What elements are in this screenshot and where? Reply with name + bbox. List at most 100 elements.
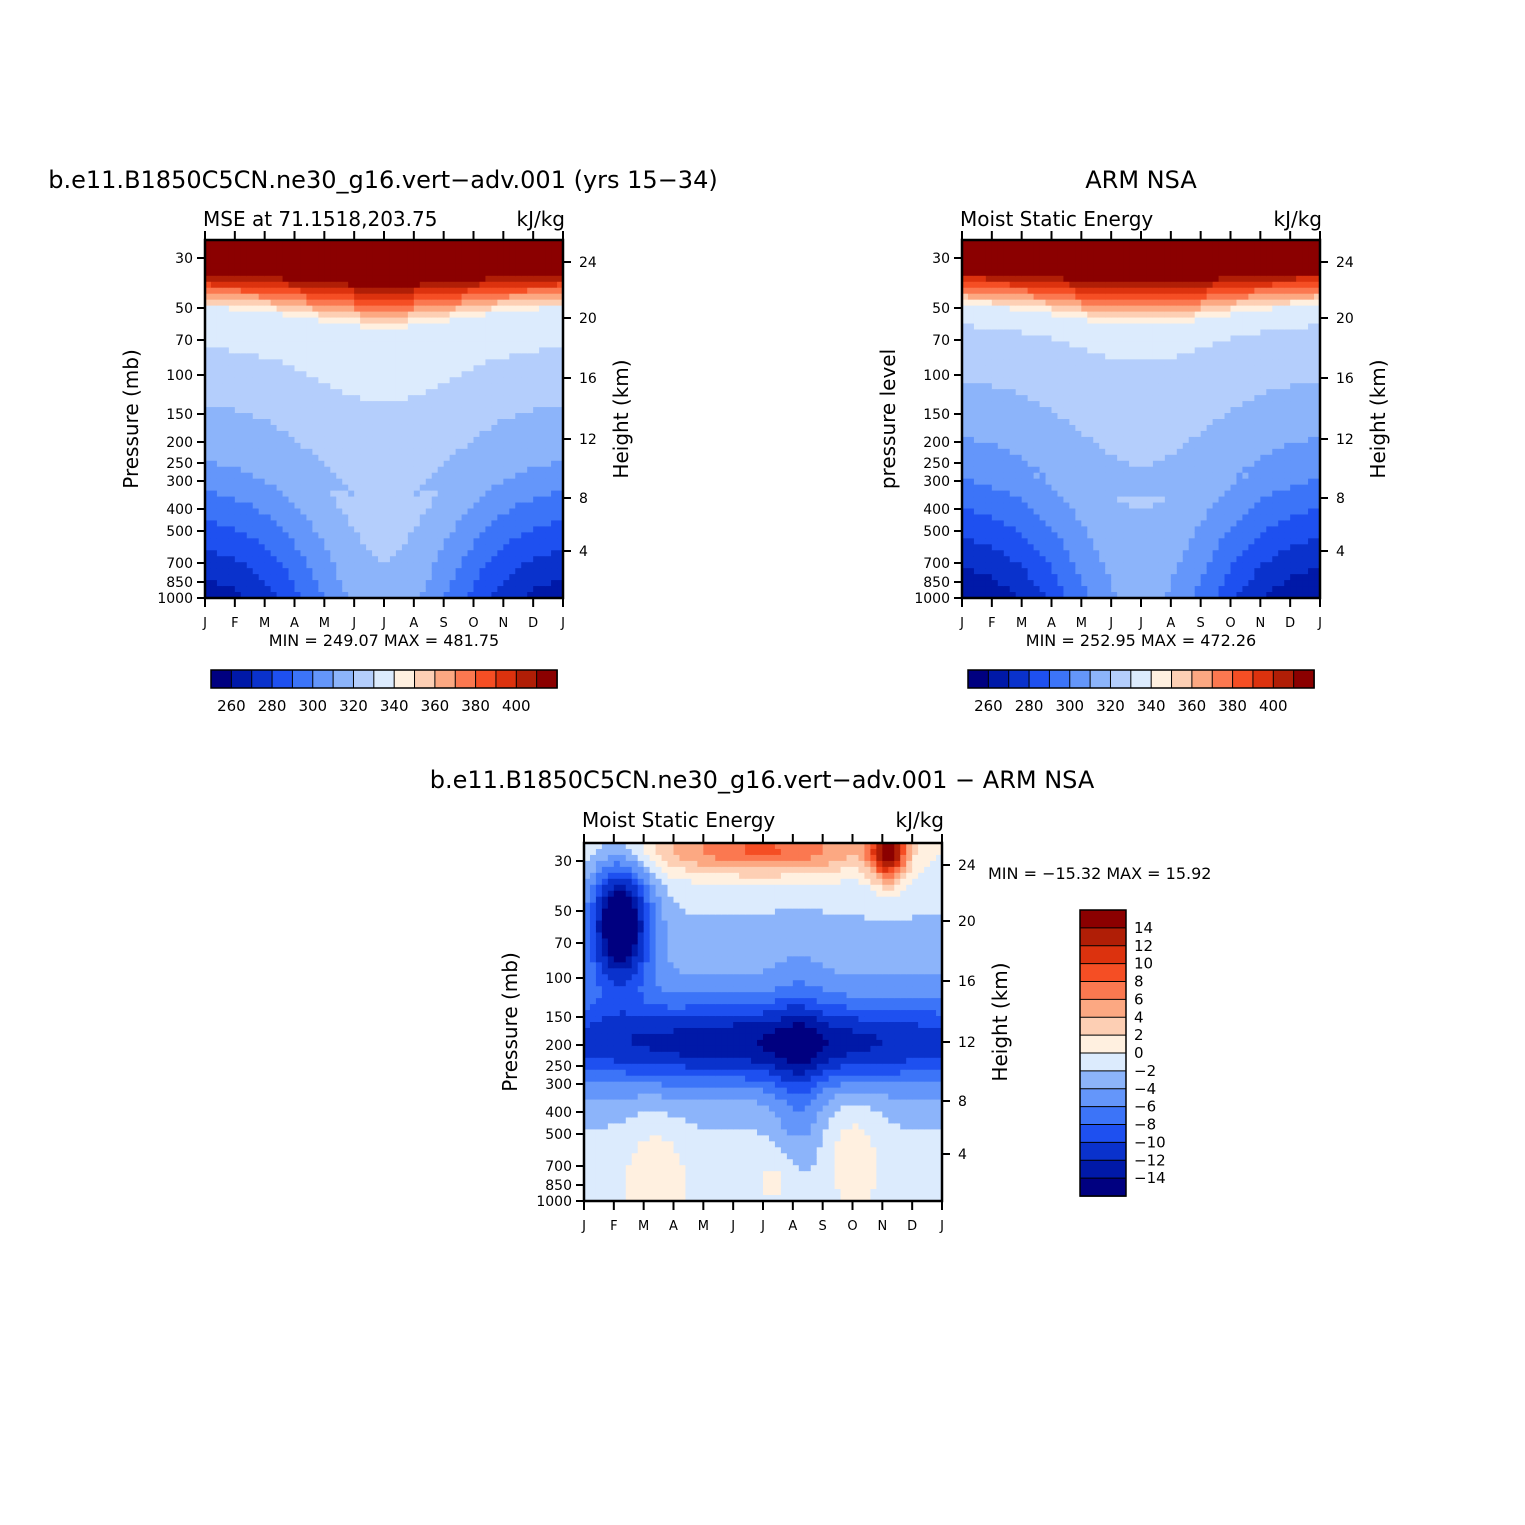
contour-cell: [252, 430, 260, 438]
contour-cell: [234, 592, 242, 599]
contour-cell: [1075, 305, 1082, 313]
contour-cell: [401, 490, 409, 498]
contour-cell: [443, 574, 451, 581]
contour-cell: [527, 490, 534, 498]
contour-cell: [455, 484, 463, 492]
contour-cell: [515, 460, 522, 468]
contour-cell: [246, 520, 254, 527]
contour-cell: [234, 305, 242, 313]
contour-cell: [342, 472, 349, 480]
contour-cell: [551, 490, 558, 498]
contour-cell: [515, 413, 522, 420]
contour-cell: [557, 407, 564, 414]
contour-cell: [228, 257, 236, 265]
contour-cell: [545, 407, 552, 414]
contour-cell: [395, 478, 403, 486]
contour-cell: [384, 514, 391, 521]
contour-cell: [991, 240, 999, 247]
contour-cell: [467, 430, 474, 438]
contour-cell: [1033, 251, 1041, 259]
contour-cell: [216, 401, 224, 408]
contour-cell: [431, 341, 439, 348]
contour-cell: [342, 419, 349, 426]
contour-cell: [210, 526, 218, 533]
contour-cell: [366, 359, 373, 366]
contour-cell: [1057, 532, 1064, 539]
contour-cell: [979, 526, 987, 533]
contour-cell: [443, 562, 451, 569]
contour-cell: [443, 371, 451, 378]
contour-cell: [1009, 240, 1017, 247]
contour-cell: [1069, 550, 1076, 557]
contour-cell: [342, 353, 349, 360]
contour-cell: [991, 311, 999, 319]
contour-cell: [1063, 293, 1070, 301]
contour-cell: [1027, 407, 1035, 414]
contour-cell: [354, 347, 361, 354]
contour-cell: [407, 287, 415, 295]
contour-cell: [449, 568, 457, 575]
contour-cell: [288, 544, 295, 551]
contour-cell: [979, 407, 987, 414]
contour-cell: [979, 329, 987, 336]
contour-cell: [1021, 484, 1029, 492]
contour-cell: [336, 395, 343, 402]
contour-cell: [210, 448, 218, 456]
contour-cell: [962, 580, 969, 587]
colorbar-swatch: [373, 669, 395, 689]
contour-cell: [318, 466, 325, 474]
contour-cell: [485, 586, 492, 593]
contour-cell: [461, 556, 469, 563]
contour-cell: [395, 293, 403, 301]
contour-cell: [366, 532, 373, 539]
contour-cell: [527, 526, 534, 533]
contour-cell: [1021, 347, 1029, 354]
contour-cell: [216, 317, 224, 325]
contour-cell: [360, 544, 367, 551]
contour-cell: [455, 436, 463, 444]
contour-cell: [366, 454, 373, 462]
contour-cell: [330, 335, 337, 342]
height-tick-label: 16: [579, 371, 597, 387]
contour-cell: [270, 275, 278, 283]
contour-cell: [449, 430, 457, 438]
contour-cell: [449, 407, 457, 414]
contour-cell: [479, 430, 486, 438]
colorbar-label: 340: [380, 697, 409, 715]
contour-cell: [318, 424, 325, 432]
contour-cell: [455, 245, 463, 253]
contour-cell: [336, 430, 343, 438]
contour-cell: [324, 323, 331, 330]
contour-cell: [962, 365, 969, 372]
contour-cell: [300, 496, 307, 504]
contour-cell: [306, 269, 313, 277]
contour-cell: [973, 526, 981, 533]
contour-cell: [264, 281, 272, 289]
contour-cell: [557, 580, 564, 587]
contour-cell: [240, 550, 248, 557]
contour-cell: [413, 407, 421, 414]
contour-cell: [1087, 287, 1094, 295]
contour-cell: [372, 454, 379, 462]
contour-cell: [985, 263, 993, 271]
contour-cell: [437, 436, 445, 444]
contour-cell: [240, 413, 248, 420]
contour-cell: [979, 454, 987, 462]
contour-cell: [967, 514, 975, 521]
contour-cell: [1069, 424, 1076, 432]
contour-cell: [485, 460, 492, 468]
contour-cell: [389, 299, 397, 307]
contour-cell: [264, 257, 272, 265]
contour-cell: [431, 568, 439, 575]
contour-cell: [419, 484, 427, 492]
contour-cell: [407, 520, 415, 527]
contour-cell: [1039, 317, 1047, 325]
contour-cell: [979, 389, 987, 396]
contour-cell: [366, 484, 373, 492]
contour-cell: [497, 299, 504, 307]
contour-cell: [1069, 359, 1076, 366]
contour-cell: [1063, 430, 1070, 438]
contour-cell: [240, 442, 248, 450]
contour-cell: [1075, 371, 1082, 378]
contour-cell: [473, 251, 480, 259]
